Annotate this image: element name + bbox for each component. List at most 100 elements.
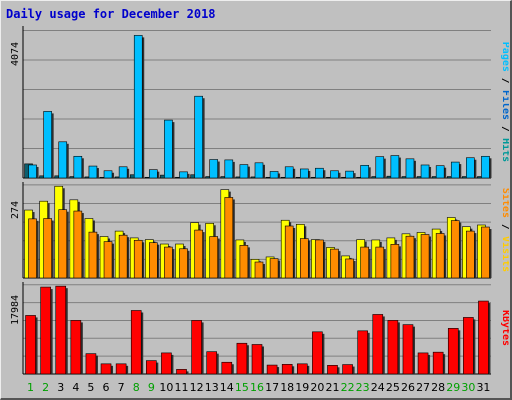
- bar-kbytes: [191, 320, 202, 375]
- bar-sites: [28, 218, 37, 279]
- bar-hits: [330, 170, 339, 179]
- bar-hits: [360, 165, 369, 179]
- x-tick-label: 27: [416, 381, 430, 394]
- chart-plots: 4074 Pages / Files / Hits 27 4 Sites / Visit…: [10, 26, 509, 394]
- bar-hits: [450, 161, 460, 179]
- bar-sites: [239, 245, 249, 279]
- bar-kbytes: [146, 360, 157, 375]
- bar-kbytes: [417, 352, 429, 375]
- bar-sites: [420, 234, 430, 279]
- bar-hits: [133, 35, 143, 179]
- legend-sites: Sites: [500, 188, 509, 218]
- x-tick-label: 17: [265, 381, 279, 394]
- bar-hits: [269, 171, 279, 179]
- bar-kbytes: [206, 351, 218, 375]
- x-tick-label: 8: [133, 381, 140, 394]
- bar-sites: [73, 210, 83, 279]
- bar-kbytes: [221, 361, 233, 375]
- x-tick-label: 9: [148, 381, 155, 394]
- bar-hits: [118, 166, 128, 179]
- x-tick-label: 14: [220, 381, 234, 394]
- x-tick-label: 5: [87, 381, 94, 394]
- x-tick-label: 31: [476, 381, 490, 394]
- bar-kbytes: [312, 331, 323, 375]
- bar-kbytes: [357, 330, 368, 375]
- x-tick-label: 11: [175, 381, 189, 394]
- bar-kbytes: [387, 320, 399, 375]
- bar-hits: [345, 170, 354, 179]
- bar-sites: [209, 236, 219, 279]
- x-tick-label: 29: [446, 381, 460, 394]
- x-tick-label: 23: [356, 381, 370, 394]
- legend-kbytes: KBytes: [500, 310, 509, 346]
- max-value-label: 4074: [10, 42, 21, 66]
- bar-sites: [103, 241, 113, 279]
- bar-sites: [164, 246, 173, 279]
- bar-hits: [299, 168, 309, 179]
- bar-sites: [118, 234, 128, 279]
- bar-sites: [345, 258, 354, 279]
- bar-kbytes: [478, 300, 489, 375]
- x-tick-label: 28: [431, 381, 445, 394]
- bar-hits: [390, 155, 400, 179]
- bar-sites: [269, 258, 279, 279]
- bar-kbytes: [463, 317, 474, 375]
- side-legend: Sites / Visits: [500, 188, 509, 272]
- bar-hits: [284, 166, 294, 179]
- x-tick-label: 16: [250, 381, 264, 394]
- x-tick-label: 6: [103, 381, 110, 394]
- bar-kbytes: [130, 310, 142, 375]
- x-tick-label: 25: [386, 381, 400, 394]
- x-tick-label: 13: [205, 381, 219, 394]
- side-legend: Pages / Files / Hits: [500, 42, 509, 162]
- bar-hits: [149, 169, 158, 179]
- bar-kbytes: [115, 363, 127, 375]
- bar-hits: [481, 155, 490, 179]
- bar-sites: [299, 238, 309, 279]
- bar-kbytes: [327, 365, 338, 375]
- bar-sites: [284, 225, 294, 279]
- bar-hits: [88, 165, 98, 179]
- bar-hits: [164, 119, 173, 179]
- bar-kbytes: [176, 369, 187, 375]
- legend-files: Files: [500, 90, 509, 120]
- x-tick-label: 2: [42, 381, 49, 394]
- bar-sites: [330, 248, 339, 279]
- bar-sites: [360, 246, 369, 279]
- bar-sites: [405, 235, 415, 279]
- x-tick-label: 4: [72, 381, 79, 394]
- bar-sites: [58, 209, 68, 279]
- x-tick-label: 12: [190, 381, 204, 394]
- bar-kbytes: [402, 324, 414, 375]
- bar-hits: [28, 164, 37, 179]
- bar-hits: [405, 158, 415, 179]
- bar-hits: [58, 141, 68, 179]
- legend-separator: /: [500, 120, 509, 138]
- bar-hits: [315, 167, 324, 179]
- bar-sites: [194, 229, 203, 279]
- legend-separator: /: [500, 72, 509, 90]
- x-tick-label: 30: [461, 381, 475, 394]
- x-tick-label: 1: [27, 381, 34, 394]
- bar-hits: [254, 162, 264, 179]
- bar-hits: [103, 170, 113, 179]
- x-tick-label: 20: [310, 381, 324, 394]
- bar-kbytes: [236, 342, 248, 375]
- bar-sites: [149, 242, 158, 279]
- bar-kbytes: [70, 320, 82, 375]
- x-tick-label: 3: [57, 381, 64, 394]
- bar-kbytes: [85, 353, 97, 375]
- bar-sites: [88, 231, 98, 279]
- bar-hits: [435, 165, 445, 179]
- bar-kbytes: [296, 363, 308, 375]
- bar-hits: [466, 157, 475, 179]
- bar-sites: [481, 226, 490, 279]
- bar-sites: [390, 244, 400, 279]
- bar-hits: [43, 111, 52, 179]
- bar-kbytes: [372, 314, 384, 375]
- legend-separator: /: [500, 218, 509, 236]
- bar-hits: [179, 171, 188, 179]
- bar-kbytes: [40, 286, 51, 375]
- bar-sites: [435, 233, 445, 279]
